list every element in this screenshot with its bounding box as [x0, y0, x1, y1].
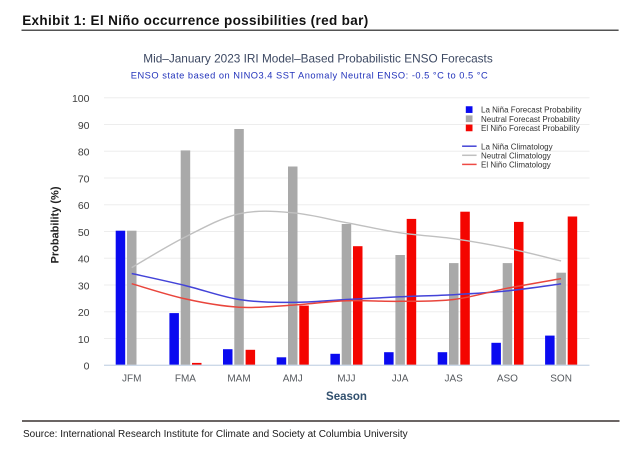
svg-text:SON: SON: [550, 373, 572, 384]
svg-text:70: 70: [78, 173, 90, 185]
svg-text:Probability (%): Probability (%): [50, 186, 62, 263]
svg-text:30: 30: [78, 280, 90, 292]
svg-text:MAM: MAM: [227, 373, 250, 384]
svg-text:ASO: ASO: [497, 373, 518, 384]
svg-text:40: 40: [78, 254, 90, 266]
svg-text:JJA: JJA: [392, 373, 409, 384]
svg-text:JFM: JFM: [122, 373, 141, 384]
svg-text:MJJ: MJJ: [337, 373, 355, 384]
svg-text:La Niña Forecast Probability: La Niña Forecast Probability: [481, 106, 582, 115]
svg-text:Source: International Research: Source: International Research Institute…: [23, 429, 408, 440]
svg-text:Neutral Forecast Probability: Neutral Forecast Probability: [481, 115, 580, 124]
svg-text:10: 10: [78, 334, 90, 346]
svg-text:El Niño Climatology: El Niño Climatology: [481, 161, 551, 170]
svg-text:JAS: JAS: [445, 373, 464, 384]
svg-text:90: 90: [78, 120, 90, 132]
svg-text:60: 60: [78, 200, 90, 212]
svg-text:20: 20: [78, 307, 90, 319]
svg-text:La Niña Climatology: La Niña Climatology: [481, 142, 553, 151]
svg-text:Season: Season: [326, 391, 367, 403]
svg-text:AMJ: AMJ: [283, 373, 303, 384]
svg-text:Exhibit 1: El Niño occurrence: Exhibit 1: El Niño occurrence possibilit…: [22, 13, 368, 28]
svg-text:0: 0: [84, 361, 90, 373]
svg-text:El Niño Forecast Probability: El Niño Forecast Probability: [481, 124, 580, 133]
svg-text:Mid–January 2023 IRI Model–Bas: Mid–January 2023 IRI Model–Based Probabi…: [143, 51, 493, 65]
svg-text:100: 100: [72, 93, 90, 105]
svg-text:80: 80: [78, 147, 90, 159]
svg-text:ENSO state based on NINO3.4 SS: ENSO state based on NINO3.4 SST Anomaly …: [131, 71, 488, 81]
svg-text:FMA: FMA: [175, 373, 196, 384]
svg-text:50: 50: [78, 227, 90, 239]
svg-text:Neutral Climatology: Neutral Climatology: [481, 151, 551, 160]
